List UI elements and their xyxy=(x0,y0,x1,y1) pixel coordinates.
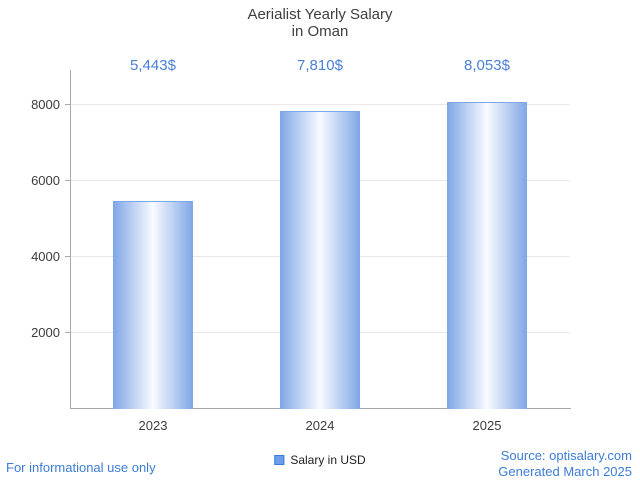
y-tick-label: 6000 xyxy=(31,173,60,188)
legend-label: Salary in USD xyxy=(290,453,366,467)
y-tick-mark xyxy=(65,180,70,181)
source-block: Source: optisalary.com Generated March 2… xyxy=(498,448,632,480)
bar-2023 xyxy=(113,201,193,409)
y-tick-label: 8000 xyxy=(31,97,60,112)
chart-legend: Salary in USD xyxy=(274,453,366,467)
disclaimer-text: For informational use only xyxy=(6,460,156,475)
y-tick-mark xyxy=(65,104,70,105)
bar-value-label: 7,810$ xyxy=(297,57,343,74)
y-tick-mark xyxy=(65,332,70,333)
x-tick-label: 2024 xyxy=(305,418,335,433)
bar-2024 xyxy=(280,111,360,409)
x-tick-label: 2025 xyxy=(472,418,502,433)
chart-title: Aerialist Yearly Salary in Oman xyxy=(0,6,640,40)
bar-value-label: 5,443$ xyxy=(130,57,176,74)
gridline xyxy=(71,104,570,105)
bar-2025 xyxy=(447,102,527,409)
y-tick-mark xyxy=(65,256,70,257)
y-tick-label: 2000 xyxy=(31,325,60,340)
legend-marker-icon xyxy=(274,455,285,465)
generated-date: Generated March 2025 xyxy=(498,464,632,479)
y-tick-label: 4000 xyxy=(31,249,60,264)
chart-title-line1: Aerialist Yearly Salary xyxy=(247,6,393,23)
x-tick-label: 2023 xyxy=(138,418,168,433)
y-axis-line xyxy=(70,70,71,409)
chart-title-line2: in Oman xyxy=(291,23,349,40)
bar-value-label: 8,053$ xyxy=(464,57,510,74)
source-link[interactable]: Source: optisalary.com xyxy=(500,448,632,463)
